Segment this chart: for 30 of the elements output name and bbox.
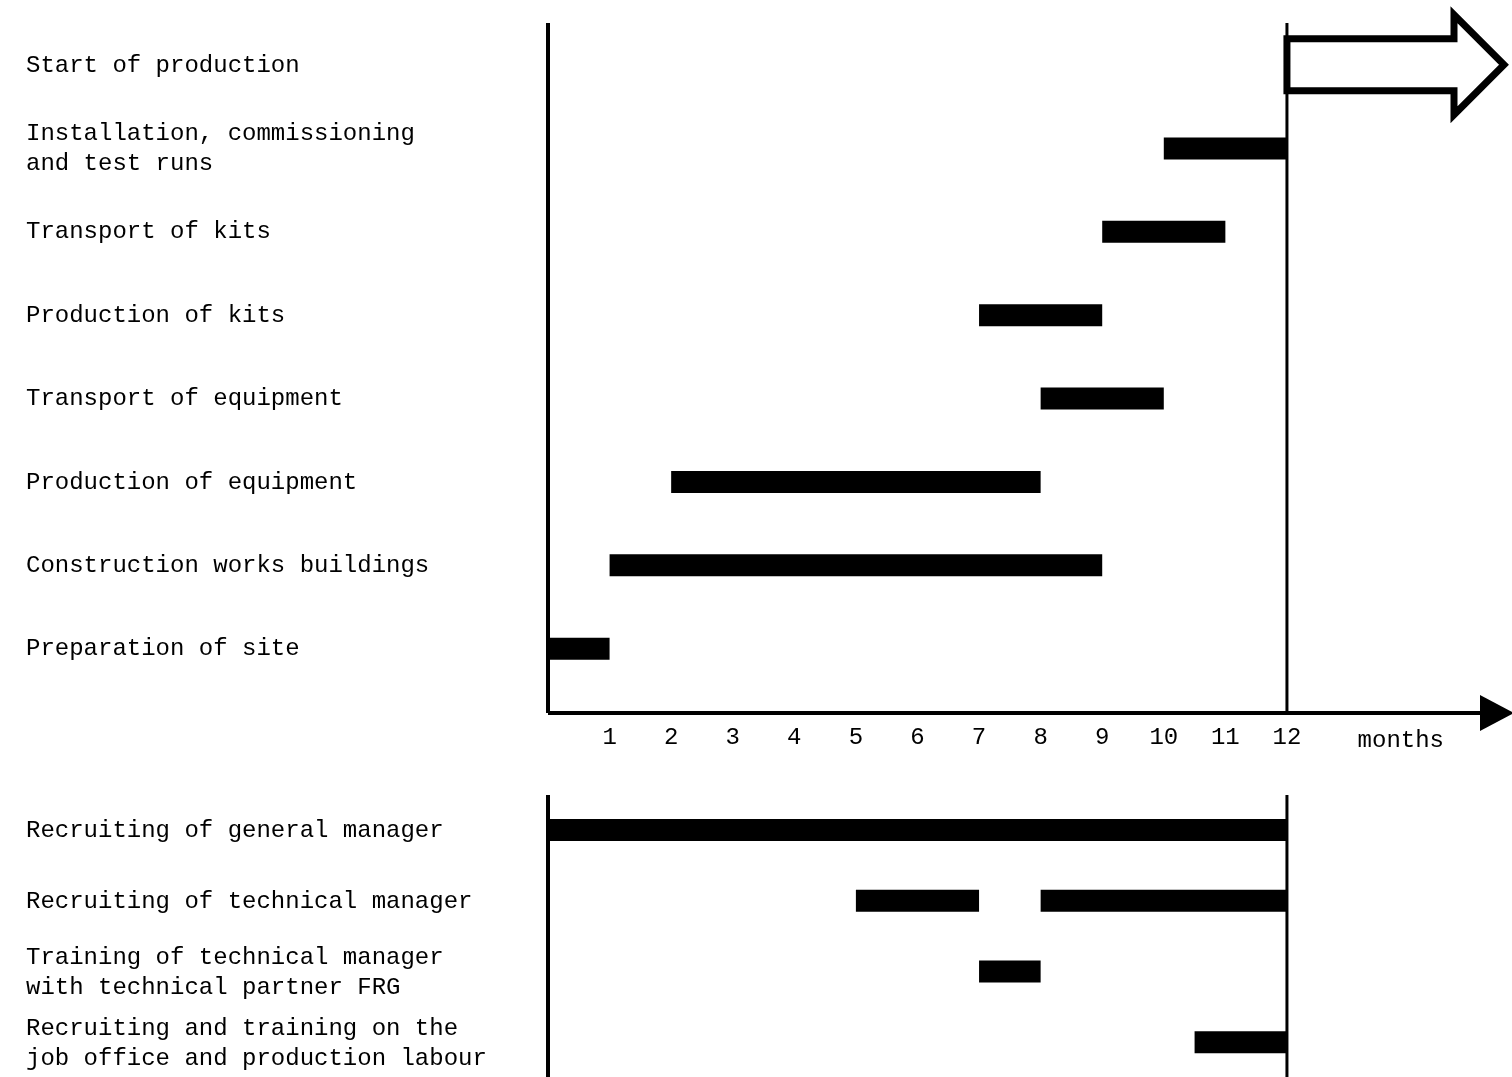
x-tick-label: 4 <box>787 724 802 752</box>
y-tick-label: Transport of kits <box>26 217 271 245</box>
x-tick-label: 1 <box>602 724 617 752</box>
y-tick-label: Production of kits <box>26 301 286 329</box>
x-axis-title: months <box>1357 727 1444 754</box>
bar <box>1102 220 1226 243</box>
y-tick-label: Recruiting and training on the job office and production labour <box>26 1014 487 1072</box>
x-tick-label: 7 <box>971 724 987 752</box>
x-tick-label: 6 <box>910 724 925 752</box>
bar <box>671 470 1041 493</box>
x-tick-label: 10 <box>1149 724 1179 752</box>
y-tick-label: Construction works buildings <box>26 551 430 579</box>
y-tick-label: Training of technical manager with technical partner FRG <box>26 943 444 1001</box>
bar <box>609 554 1103 577</box>
x-tick-label: 3 <box>725 724 740 752</box>
y-tick-label: Recruiting of technical manager <box>26 887 473 915</box>
x-tick-label: 8 <box>1033 724 1048 752</box>
bar <box>979 304 1103 327</box>
y-tick-label: Production of equipment <box>26 468 358 496</box>
x-tick-label: 5 <box>848 724 864 752</box>
y-tick-label: Start of production <box>26 51 300 79</box>
x-tick-label: 12 <box>1272 724 1302 752</box>
x-tick-label: 11 <box>1210 724 1240 752</box>
bar <box>1040 387 1164 410</box>
y-tick-label: Recruiting of general manager <box>26 816 444 844</box>
x-tick-label: 9 <box>1095 724 1110 752</box>
y-tick-label: Preparation of site <box>26 634 300 662</box>
x-tick-label: 2 <box>663 724 679 752</box>
y-tick-label: Installation, commissioning and test runs <box>26 119 415 177</box>
y-tick-label: Transport of equipment <box>26 384 343 412</box>
